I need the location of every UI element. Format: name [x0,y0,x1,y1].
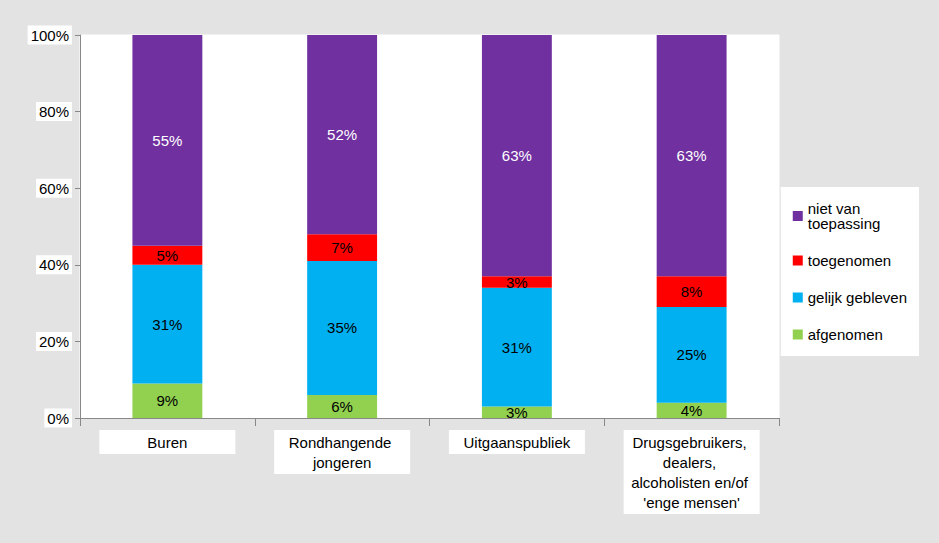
svg-text:8%: 8% [681,283,703,300]
svg-text:Uitgaanspubliek: Uitgaanspubliek [464,434,571,451]
svg-text:toepassing: toepassing [808,215,881,232]
svg-text:Drugsgebruikers,: Drugsgebruikers, [632,434,750,451]
svg-text:Rondhangende: Rondhangende [289,434,396,451]
svg-text:35%: 35% [327,319,357,336]
svg-text:6%: 6% [331,398,353,415]
svg-text:60%: 60% [39,180,69,197]
svg-text:afgenomen: afgenomen [808,326,883,343]
svg-text:40%: 40% [39,256,69,273]
svg-text:9%: 9% [157,392,179,409]
svg-text:gelijk gebleven: gelijk gebleven [808,289,907,306]
svg-text:31%: 31% [152,316,182,333]
svg-text:31%: 31% [502,339,532,356]
svg-text:jongeren: jongeren [312,454,371,471]
svg-text:niet van: niet van [807,200,865,217]
svg-text:63%: 63% [502,147,532,164]
svg-text:80%: 80% [39,103,69,120]
svg-text:55%: 55% [152,132,182,149]
svg-text:4%: 4% [681,402,703,419]
svg-text:20%: 20% [39,333,69,350]
svg-text:100%: 100% [31,27,69,44]
svg-text:alcoholisten en/of: alcoholisten en/of [631,474,752,491]
svg-text:5%: 5% [157,247,179,264]
svg-text:toegenomen: toegenomen [808,252,891,269]
svg-text:Buren: Buren [147,434,187,451]
svg-text:dealers,: dealers, [663,454,721,471]
svg-text:0%: 0% [47,410,69,427]
svg-text:7%: 7% [331,239,353,256]
svg-text:3%: 3% [506,274,528,291]
svg-text:52%: 52% [327,126,357,143]
svg-text:'enge mensen': 'enge mensen' [643,494,740,511]
svg-text:63%: 63% [677,147,707,164]
svg-text:25%: 25% [677,346,707,363]
svg-text:3%: 3% [506,404,528,421]
